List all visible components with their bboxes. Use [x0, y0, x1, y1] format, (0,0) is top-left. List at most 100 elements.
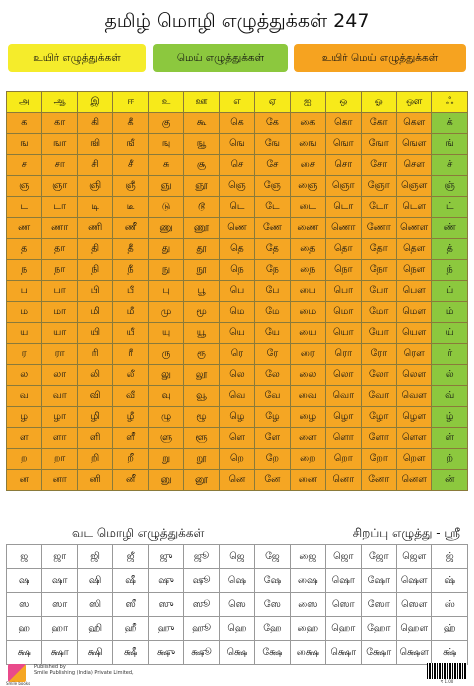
- letter-cell: வு: [147, 385, 185, 407]
- letter-cell: பி: [76, 280, 114, 302]
- letter-cell: இ: [76, 91, 114, 113]
- letter-cell: லூ: [183, 364, 220, 386]
- letter-cell: ஜொ: [325, 544, 362, 569]
- letter-cell: ஞீ: [112, 175, 149, 197]
- badge-consonants: மெய் எழுத்துக்கள்: [153, 44, 288, 72]
- letter-cell: ஹோ: [360, 616, 397, 641]
- letter-cell: மோ: [360, 301, 397, 323]
- letter-cell: நொ: [325, 259, 362, 281]
- letter-cell: கௌ: [395, 112, 433, 134]
- letter-cell: சூ: [183, 154, 220, 176]
- letter-cell: கை: [289, 112, 327, 134]
- letter-cell: னு: [147, 469, 185, 491]
- letter-cell: றூ: [183, 448, 220, 470]
- letter-cell: ழே: [254, 406, 291, 428]
- letter-cell: ய்: [431, 322, 468, 344]
- letter-cell: ஙு: [147, 133, 185, 155]
- letter-cell: நே: [254, 259, 291, 281]
- letter-cell: ளு: [147, 427, 185, 449]
- letter-cell: க்ஷ: [5, 640, 43, 665]
- letter-cell: றெ: [218, 448, 256, 470]
- letter-cell: ளூ: [183, 427, 220, 449]
- letter-cell: ஹொ: [325, 616, 362, 641]
- letter-cell: ஞொ: [325, 175, 362, 197]
- logo-label: Smile books: [6, 681, 31, 686]
- letter-cell: க்ஷு: [147, 640, 185, 665]
- letter-cell: ரீ: [112, 343, 149, 365]
- letter-cell: றௌ: [395, 448, 433, 470]
- letter-cell: ஹெ: [218, 616, 256, 641]
- letter-cell: ஷூ: [183, 568, 220, 593]
- letter-cell: ஙோ: [360, 133, 397, 155]
- letter-cell: மூ: [183, 301, 220, 323]
- letter-cell: ர்: [431, 343, 468, 365]
- letter-cell: நோ: [360, 259, 397, 281]
- letter-cell: டை: [289, 196, 327, 218]
- letter-cell: யா: [41, 322, 78, 344]
- letter-cell: செ: [218, 154, 256, 176]
- letter-cell: யே: [254, 322, 291, 344]
- main-grid-row: த தா தி தீ து தூ தெ தே தை தொ தோ தௌ த்: [5, 238, 468, 260]
- letter-cell: ஷ்: [431, 568, 468, 593]
- letter-cell: ஜி: [76, 544, 114, 569]
- letter-cell: பூ: [183, 280, 220, 302]
- grantha-grid-row: ஜ ஜா ஜி ஜீ ஜு ஜூ ஜெ ஜே ஜை ஜொ ஜோ ஜௌ ஜ்: [5, 544, 468, 569]
- letter-cell: க்ஷ்: [431, 640, 468, 665]
- grantha-grid-row: ஷ ஷா ஷி ஷீ ஷு ஷூ ஷெ ஷே ஷை ஷொ ஷோ ஷௌ ஷ்: [5, 568, 468, 593]
- letter-cell: ஞோ: [360, 175, 397, 197]
- letter-cell: ஙெ: [218, 133, 256, 155]
- letter-cell: ஹு: [147, 616, 185, 641]
- letter-cell: ஸோ: [360, 592, 397, 617]
- badge-vowels: உயிர் எழுத்துக்கள்: [8, 44, 146, 72]
- letter-cell: டௌ: [395, 196, 433, 218]
- letter-cell: ழ: [5, 406, 43, 428]
- letter-cell: நீ: [112, 259, 149, 281]
- letter-cell: றை: [289, 448, 327, 470]
- letter-cell: க்ஷை: [289, 640, 327, 665]
- publisher-line-2: Smile Publishing (India) Private Limited…: [34, 670, 134, 676]
- publisher-logo-icon: [8, 664, 26, 682]
- letter-cell: ஆ: [41, 91, 78, 113]
- letter-cell: ஞெ: [218, 175, 256, 197]
- letter-cell: ஞே: [254, 175, 291, 197]
- letter-cell: லி: [76, 364, 114, 386]
- letter-cell: பு: [147, 280, 185, 302]
- letter-cell: றே: [254, 448, 291, 470]
- barcode-icon: [427, 663, 467, 679]
- letter-cell: உ: [147, 91, 185, 113]
- letter-cell: ஙா: [41, 133, 78, 155]
- letter-cell: ற: [5, 448, 43, 470]
- letter-cell: ளொ: [325, 427, 362, 449]
- letter-cell: ஞா: [41, 175, 78, 197]
- letter-cell: ழா: [41, 406, 78, 428]
- letter-cell: ஸ: [5, 592, 43, 617]
- letter-cell: பௌ: [395, 280, 433, 302]
- letter-cell: நி: [76, 259, 114, 281]
- letter-cell: கே: [254, 112, 291, 134]
- letter-cell: மே: [254, 301, 291, 323]
- letter-cell: க்ஷீ: [112, 640, 149, 665]
- letter-cell: ணூ: [183, 217, 220, 239]
- publisher-info: Published by Smile Publishing (India) Pr…: [34, 664, 394, 676]
- letter-cell: ரௌ: [395, 343, 433, 365]
- letter-cell: னௌ: [395, 469, 433, 491]
- letter-cell: ஸு: [147, 592, 185, 617]
- letter-cell: ஙை: [289, 133, 327, 155]
- footer: Smile books Published by Smile Publishin…: [0, 662, 474, 686]
- letter-cell: சா: [41, 154, 78, 176]
- letter-cell: ந்: [431, 259, 468, 281]
- letter-cell: ம்: [431, 301, 468, 323]
- letter-cell: ஸி: [76, 592, 114, 617]
- letter-cell: கா: [41, 112, 78, 134]
- letter-cell: ரொ: [325, 343, 362, 365]
- letter-cell: டோ: [360, 196, 397, 218]
- letter-cell: ளெ: [218, 427, 256, 449]
- letter-cell: தே: [254, 238, 291, 260]
- letter-cell: ஊ: [183, 91, 220, 113]
- letter-cell: ஐ: [289, 91, 327, 113]
- letter-cell: எ: [218, 91, 256, 113]
- grantha-grid-row: ஹ ஹா ஹி ஹீ ஹு ஹூ ஹெ ஹே ஹை ஹொ ஹோ ஹௌ ஹ்: [5, 616, 468, 641]
- letter-cell: ழி: [76, 406, 114, 428]
- letter-cell: வோ: [360, 385, 397, 407]
- letter-cell: தொ: [325, 238, 362, 260]
